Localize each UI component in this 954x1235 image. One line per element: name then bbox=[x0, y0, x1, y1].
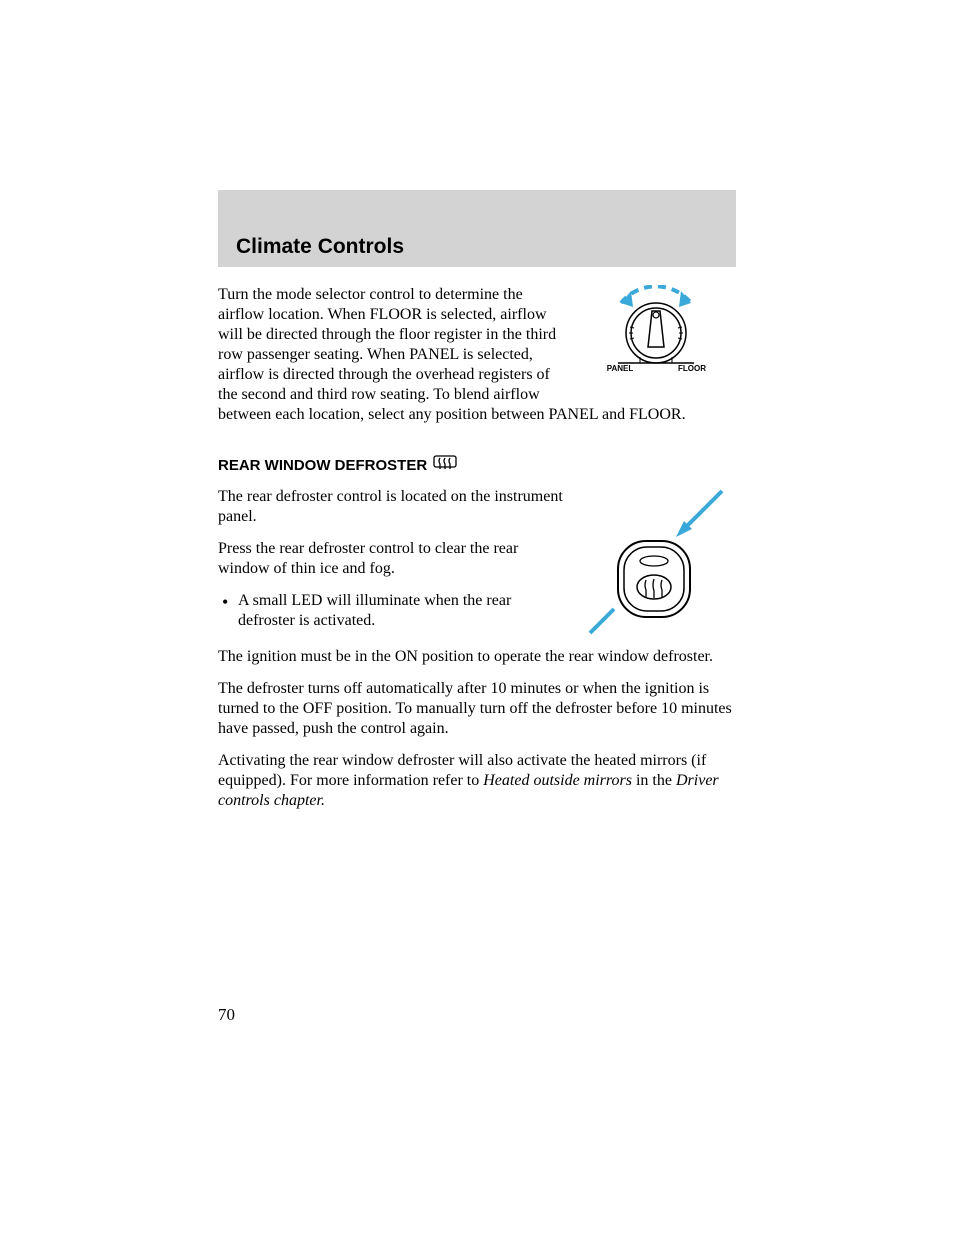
page-number: 70 bbox=[218, 1005, 235, 1025]
rear-defroster-heading-text: REAR WINDOW DEFROSTER bbox=[218, 457, 427, 476]
chapter-title: Climate Controls bbox=[236, 235, 718, 259]
para5-mid-text: in the bbox=[632, 772, 676, 789]
defroster-icon bbox=[433, 455, 457, 477]
para5-italic1: Heated outside mirrors bbox=[483, 772, 632, 789]
chapter-header: Climate Controls bbox=[218, 190, 736, 267]
rear-defroster-heading: REAR WINDOW DEFROSTER bbox=[218, 455, 736, 477]
defroster-heated-mirrors-paragraph: Activating the rear window defroster wil… bbox=[218, 751, 736, 811]
defroster-auto-off-paragraph: The defroster turns off automatically af… bbox=[218, 679, 736, 739]
dial-panel-label: PANEL bbox=[607, 364, 634, 373]
defroster-led-bullet: A small LED will illuminate when the rea… bbox=[218, 591, 736, 631]
defroster-ignition-paragraph: The ignition must be in the ON position … bbox=[218, 647, 736, 667]
mode-selector-dial-figure: PANEL FLOOR bbox=[576, 285, 736, 383]
dial-floor-label: FLOOR bbox=[678, 364, 706, 373]
defroster-bullet-list: A small LED will illuminate when the rea… bbox=[218, 591, 736, 631]
